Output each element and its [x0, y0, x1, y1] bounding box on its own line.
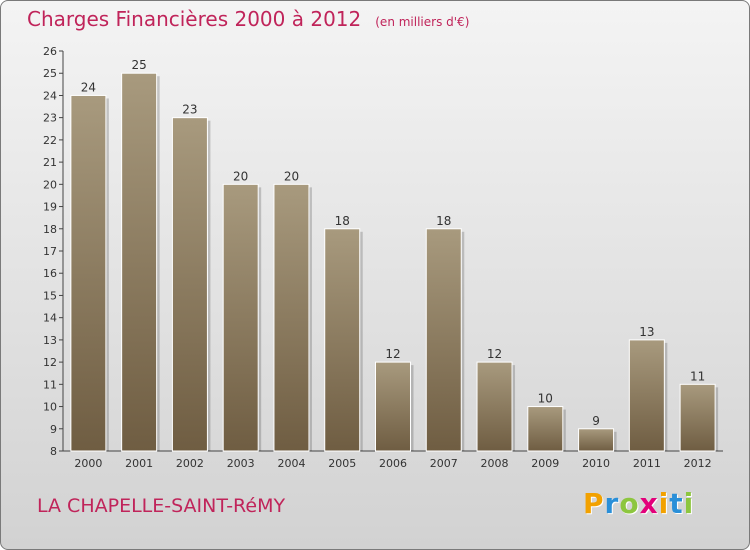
x-tick-label: 2012: [684, 457, 712, 470]
logo-letter: i: [683, 487, 695, 520]
bar: [70, 94, 107, 452]
bar-value-label: 12: [487, 347, 502, 361]
bar-value-label: 24: [81, 80, 96, 94]
bar-value-label: 10: [538, 392, 553, 406]
x-tick-label: 2004: [277, 457, 305, 470]
y-tick-label: 13: [43, 334, 57, 347]
bar: [121, 72, 158, 452]
y-tick-label: 25: [43, 67, 57, 80]
y-tick-label: 23: [43, 112, 57, 125]
x-tick-label: 2002: [176, 457, 204, 470]
bar-value-label: 13: [639, 325, 654, 339]
chart-title: Charges Financières 2000 à 2012 (en milli…: [27, 7, 469, 31]
bar: [171, 117, 208, 452]
bar: [222, 183, 259, 452]
y-tick-label: 19: [43, 201, 57, 214]
y-tick-label: 24: [43, 89, 57, 102]
bar: [375, 361, 411, 452]
y-tick-label: 12: [43, 356, 57, 369]
bar-value-label: 18: [335, 214, 350, 228]
bar: [578, 428, 615, 452]
x-tick-label: 2007: [430, 457, 458, 470]
y-tick-label: 26: [43, 45, 57, 58]
bar-value-label: 23: [182, 103, 197, 117]
x-tick-label: 2005: [328, 457, 356, 470]
bar: [324, 228, 361, 452]
x-tick-label: 2008: [481, 457, 509, 470]
bar-value-label: 18: [436, 214, 451, 228]
x-tick-label: 2006: [379, 457, 407, 470]
x-tick-label: 2001: [125, 457, 153, 470]
x-tick-label: 2009: [531, 457, 559, 470]
chart-title-text: Charges Financières 2000 à 2012: [27, 7, 362, 31]
x-tick-label: 2011: [633, 457, 661, 470]
logo-letter: r: [604, 487, 620, 520]
bar: [273, 183, 310, 452]
y-tick-label: 10: [43, 401, 57, 414]
chart-unit: (en milliers d'€): [375, 15, 470, 29]
x-tick-label: 2010: [582, 457, 610, 470]
y-tick-label: 8: [50, 445, 57, 458]
y-tick-label: 22: [43, 134, 57, 147]
x-tick-label: 2000: [74, 457, 102, 470]
bar: [679, 383, 716, 452]
bar-value-label: 11: [690, 369, 705, 383]
logo-letter: i: [658, 487, 670, 520]
y-tick-label: 11: [43, 378, 57, 391]
logo-letter: x: [639, 487, 659, 520]
bar: [476, 361, 513, 452]
proxiti-logo[interactable]: Proxiti: [583, 487, 694, 520]
y-tick-label: 15: [43, 289, 57, 302]
y-tick-label: 14: [43, 312, 57, 325]
bar: [527, 406, 564, 452]
y-tick-label: 18: [43, 223, 57, 236]
y-tick-label: 17: [43, 245, 57, 258]
bar-value-label: 9: [592, 414, 600, 428]
logo-letter: t: [669, 487, 684, 520]
x-tick-label: 2003: [227, 457, 255, 470]
bar: [425, 228, 462, 452]
logo-letter: P: [583, 487, 605, 520]
y-tick-label: 21: [43, 156, 57, 169]
logo-letter: o: [619, 487, 640, 520]
bar: [628, 339, 665, 452]
commune-name: LA CHAPELLE-SAINT-RéMY: [37, 495, 286, 517]
y-tick-label: 9: [50, 423, 57, 436]
bar-value-label: 20: [233, 169, 248, 183]
y-tick-label: 16: [43, 267, 57, 280]
bar-value-label: 25: [132, 58, 147, 72]
y-tick-label: 20: [43, 178, 57, 191]
bar-value-label: 12: [385, 347, 400, 361]
bar-value-label: 20: [284, 169, 299, 183]
